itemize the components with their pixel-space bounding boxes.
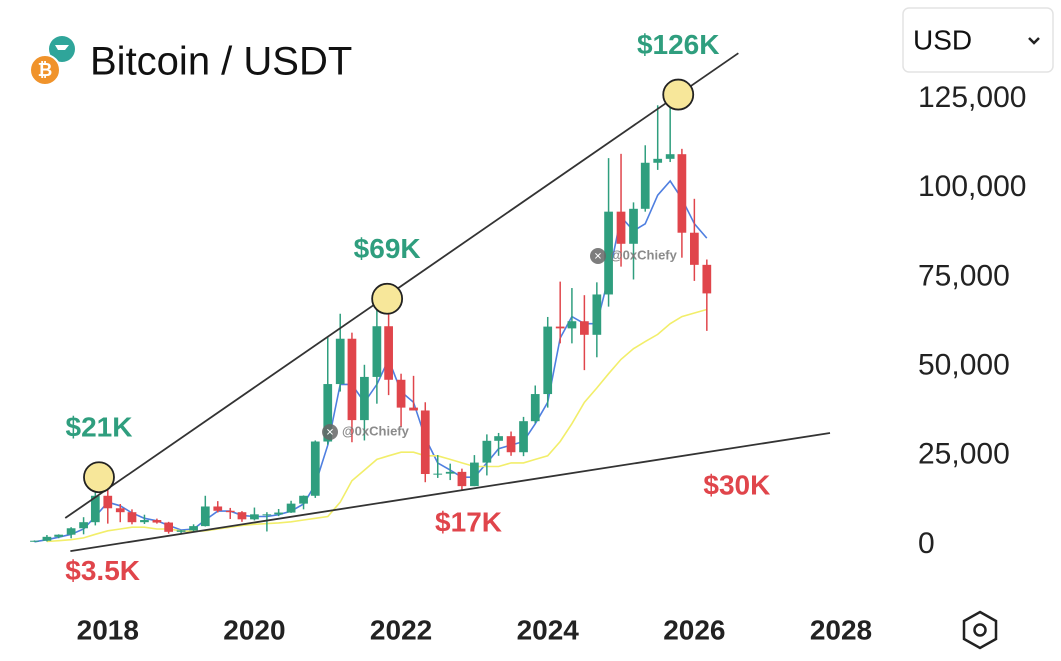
trend-line — [70, 432, 831, 552]
candle-body — [200, 506, 210, 527]
candle-body — [592, 294, 602, 335]
candle-body — [274, 512, 283, 515]
annotation-label: $17K — [435, 507, 502, 538]
x-tick-label: 2022 — [370, 614, 432, 645]
candle-body — [225, 510, 235, 513]
candle-body — [470, 462, 479, 487]
y-tick-label: 0 — [918, 527, 935, 560]
peak-marker — [371, 282, 404, 315]
candle-body — [286, 503, 296, 513]
svg-text:₿: ₿ — [38, 60, 53, 80]
candle-body — [420, 410, 430, 475]
candle-body — [445, 471, 455, 474]
candle-body — [127, 512, 137, 523]
overlay: ✕ @0xChiefy ✕ @0xChiefy $21K $69K $126K $3.5K $1… — [64, 29, 831, 586]
candle-body — [237, 512, 247, 520]
annotation-label: $3.5K — [65, 555, 140, 586]
candle-body — [79, 522, 88, 529]
watermark-icon — [322, 424, 338, 440]
candle-body — [54, 534, 64, 537]
candle-body — [396, 379, 406, 408]
candle-body — [323, 384, 333, 442]
candle-body — [176, 530, 186, 532]
peak-marker — [662, 78, 695, 111]
plot-area — [30, 94, 712, 543]
candle-body — [506, 436, 516, 453]
annotation-label: $21K — [66, 412, 133, 443]
candle-body — [299, 495, 308, 504]
x-tick-label: 2026 — [663, 614, 725, 645]
currency-label: USD — [913, 24, 972, 55]
currency-select[interactable]: USD — [902, 7, 1054, 73]
candle-body — [604, 211, 613, 295]
watermark-icon-x: ✕ — [594, 252, 602, 263]
settings-button[interactable] — [962, 610, 998, 650]
annotation-label: $126K — [637, 29, 720, 60]
candle-body — [629, 208, 638, 244]
candle-body — [457, 471, 467, 487]
candle-body — [433, 473, 443, 475]
candle-body — [409, 407, 418, 411]
candle-body — [152, 520, 162, 523]
candle-body — [103, 495, 113, 509]
candle-body — [494, 436, 503, 441]
candle-body — [482, 440, 492, 463]
candle-body — [310, 441, 320, 496]
candle-body — [115, 508, 125, 513]
x-tick-label: 2024 — [517, 614, 580, 645]
candle-body — [66, 528, 76, 535]
candle-body — [372, 326, 382, 377]
x-tick-label: 2020 — [223, 614, 285, 645]
candle-body — [90, 495, 100, 523]
watermark: ✕ @0xChiefy — [322, 423, 410, 440]
annotation-label: $30K — [703, 469, 770, 500]
watermark-text: @0xChiefy — [342, 423, 410, 438]
candle-body — [580, 321, 589, 335]
y-tick-label: 25,000 — [918, 438, 1010, 471]
candle-body — [689, 232, 699, 265]
watermark: ✕ @0xChiefy — [590, 247, 678, 264]
y-tick-label: 75,000 — [918, 259, 1010, 292]
candle-body — [213, 506, 223, 511]
candle-body — [262, 514, 272, 516]
watermark-icon — [590, 248, 606, 264]
candle-body — [653, 158, 663, 163]
annotation-label: $69K — [354, 233, 421, 264]
candle-body — [567, 321, 577, 329]
candle-body — [250, 514, 259, 520]
candle-body — [384, 326, 393, 380]
y-tick-label: 100,000 — [918, 170, 1026, 203]
candle-body — [702, 264, 712, 294]
x-tick-label: 2018 — [77, 614, 139, 645]
x-tick-label: 2028 — [810, 614, 872, 645]
candle-body — [616, 211, 626, 244]
candle-body — [530, 394, 540, 422]
watermark-text: @0xChiefy — [610, 247, 678, 262]
candle-body — [42, 536, 52, 541]
candle-body — [335, 338, 345, 385]
candle-body — [164, 522, 174, 532]
logo: ₿ — [29, 36, 75, 86]
trend-line — [64, 52, 739, 519]
candle-body — [140, 520, 149, 523]
candle-body — [677, 154, 687, 233]
candle-body — [543, 326, 553, 395]
moving-average-line — [46, 308, 708, 543]
candle-body — [555, 326, 565, 329]
candle-body — [30, 540, 39, 542]
watermark-icon-x: ✕ — [326, 428, 334, 439]
candle-body — [360, 376, 369, 421]
candle-body — [640, 162, 650, 209]
y-tick-label: 50,000 — [918, 348, 1010, 381]
candle-body — [189, 526, 198, 531]
y-tick-label: 125,000 — [918, 81, 1026, 114]
peak-marker — [83, 461, 115, 494]
candle-body — [665, 154, 675, 159]
candle-body — [519, 421, 528, 453]
chart-title: Bitcoin / USDT — [90, 40, 352, 84]
candle-body — [347, 338, 357, 421]
